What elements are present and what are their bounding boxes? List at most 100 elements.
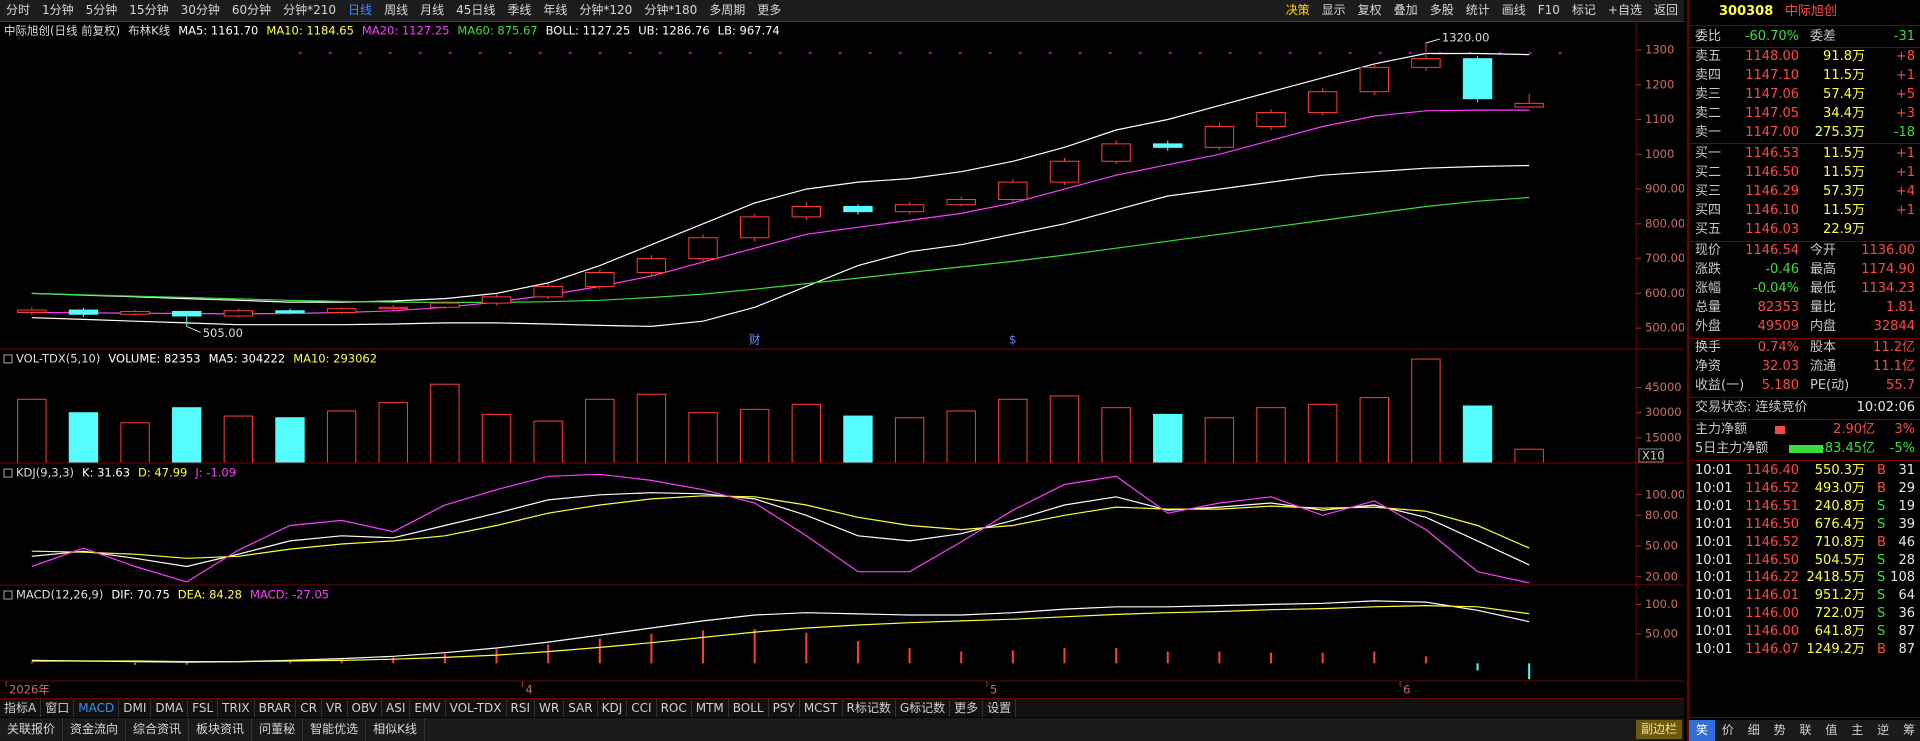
indicator-tab[interactable]: ROC	[657, 699, 692, 717]
period-tab[interactable]: 更多	[757, 3, 782, 17]
indicator-tab[interactable]: CR	[296, 699, 322, 717]
indicator-tab[interactable]: BRAR	[255, 699, 297, 717]
indicator-tab[interactable]: TRIX	[218, 699, 255, 717]
period-tab[interactable]: 分时	[6, 3, 31, 17]
indicator-tab[interactable]: MCST	[800, 699, 843, 717]
indicator-tab[interactable]: CCI	[627, 699, 657, 717]
quote-text: 收益(一)	[1695, 378, 1745, 393]
period-tab[interactable]: 45日线	[456, 3, 496, 17]
bottom-tab[interactable]: 关联报价	[0, 718, 64, 741]
indicator-tab[interactable]: 指标A	[0, 699, 42, 717]
indicator-tab[interactable]: RSI	[507, 699, 536, 717]
indicator-tab[interactable]: MACD	[74, 699, 120, 717]
side-tab[interactable]: 逆	[1877, 723, 1890, 737]
quote-text: 1136.00	[1861, 243, 1915, 258]
indicator-tab[interactable]: FSL	[188, 699, 219, 717]
quote-text: 34.4万	[1823, 106, 1865, 121]
side-tab[interactable]: 细	[1747, 723, 1760, 737]
period-tab[interactable]: 1分钟	[42, 3, 74, 17]
indicator-tab[interactable]: PSY	[769, 699, 800, 717]
indicator-tab[interactable]: G标记数	[896, 699, 951, 717]
period-tab[interactable]: 30分钟	[180, 3, 220, 17]
indicator-tab[interactable]: DMA	[151, 699, 189, 717]
candle-body	[533, 285, 563, 298]
bottom-tab[interactable]: 智能优选	[303, 718, 367, 741]
period-tab[interactable]: 5分钟	[85, 3, 118, 17]
bottom-tab[interactable]: 相似K线	[366, 718, 425, 741]
separator	[1689, 460, 1920, 461]
side-tab[interactable]: 联	[1799, 723, 1812, 737]
tool-button[interactable]: +自选	[1607, 3, 1642, 17]
tool-button[interactable]: 返回	[1653, 3, 1678, 17]
side-tab[interactable]: 值	[1825, 723, 1838, 737]
bottom-tab[interactable]: 板块资讯	[189, 718, 253, 741]
side-bar-toggle[interactable]: 副边栏	[1636, 720, 1682, 739]
tool-button[interactable]: F10	[1537, 3, 1560, 17]
indicator-tab[interactable]: SAR	[564, 699, 598, 717]
quote-text: 57.3万	[1823, 184, 1865, 199]
indicator-tab[interactable]: 更多	[950, 699, 984, 717]
side-tab[interactable]: 主	[1851, 723, 1864, 737]
quote-text: 5.180	[1761, 378, 1799, 393]
event-dot	[898, 51, 902, 55]
period-tab[interactable]: 多周期	[709, 3, 746, 17]
indicator-tab[interactable]: DMI	[119, 699, 152, 717]
tool-button[interactable]: 统计	[1465, 3, 1490, 17]
period-tab[interactable]: 分钟*120	[579, 3, 633, 17]
quote-text: 1146.00	[1745, 624, 1799, 640]
side-tab[interactable]: 笑	[1689, 720, 1715, 741]
tool-button[interactable]: 标记	[1571, 3, 1596, 17]
period-tab[interactable]: 周线	[384, 3, 409, 17]
indicator-tab[interactable]: MTM	[692, 699, 729, 717]
tool-button[interactable]: 画线	[1501, 3, 1526, 17]
side-tab[interactable]: 筹	[1903, 723, 1916, 737]
indicator-tab[interactable]: R标记数	[843, 699, 896, 717]
quote-text: 1148.00	[1745, 49, 1799, 64]
period-tab[interactable]: 季线	[507, 3, 532, 17]
tool-button[interactable]: 多股	[1429, 3, 1454, 17]
side-tab[interactable]: 势	[1773, 723, 1786, 737]
period-tab[interactable]: 分钟*210	[283, 3, 337, 17]
period-tab[interactable]: 月线	[420, 3, 445, 17]
period-tab[interactable]: 分钟*180	[644, 3, 698, 17]
indicator-tab[interactable]: OBV	[348, 699, 383, 717]
event-dot	[1048, 51, 1052, 55]
tool-button[interactable]: 显示	[1321, 3, 1346, 17]
candle-body	[1049, 160, 1080, 183]
period-tab[interactable]: 日线	[348, 3, 373, 17]
indicator-tab[interactable]: 窗口	[41, 699, 75, 717]
quote-text: 10:01	[1695, 534, 1733, 550]
period-tab[interactable]: 15分钟	[129, 3, 169, 17]
volume-bar	[430, 383, 460, 463]
quote-text: 1146.00	[1745, 606, 1799, 622]
quote-text: 买二	[1695, 165, 1722, 180]
volume-bar	[378, 402, 408, 463]
indicator-tab[interactable]: EMV	[410, 699, 446, 717]
indicator-tab[interactable]: 设置	[983, 699, 1017, 717]
indicator-tab[interactable]: VR	[322, 699, 348, 717]
y-tick-label: 45000	[1645, 380, 1682, 394]
period-tab[interactable]: 60分钟	[231, 3, 272, 17]
indicator-tab[interactable]: BOLL	[729, 699, 769, 717]
indicator-tab[interactable]: VOL-TDX	[446, 699, 507, 717]
indicator-tab[interactable]: KDJ	[598, 699, 628, 717]
quote-text: B	[1877, 463, 1886, 478]
quote-text: 1146.51	[1745, 498, 1799, 514]
bottom-tab[interactable]: 综合资讯	[126, 718, 190, 741]
indicator-tab[interactable]: WR	[535, 699, 565, 717]
y-tick-label: 20.00	[1645, 569, 1678, 583]
legend-item: DIF: 70.75	[111, 588, 169, 602]
indicator-tab[interactable]: ASI	[382, 699, 411, 717]
bottom-tab[interactable]: 问董秘	[252, 718, 304, 741]
tool-button[interactable]: 复权	[1357, 3, 1382, 17]
period-tab[interactable]: 年线	[543, 3, 568, 17]
side-tab[interactable]: 价	[1721, 723, 1734, 737]
event-dot	[778, 51, 782, 55]
tool-button[interactable]: 叠加	[1393, 3, 1418, 17]
volume-bar	[275, 417, 305, 463]
tool-button[interactable]: 决策	[1285, 3, 1310, 17]
bottom-tab[interactable]: 资金流向	[63, 718, 127, 741]
quote-text: S	[1877, 498, 1886, 514]
quote-text: 19	[1898, 498, 1915, 514]
quote-text: 最低	[1810, 281, 1837, 296]
